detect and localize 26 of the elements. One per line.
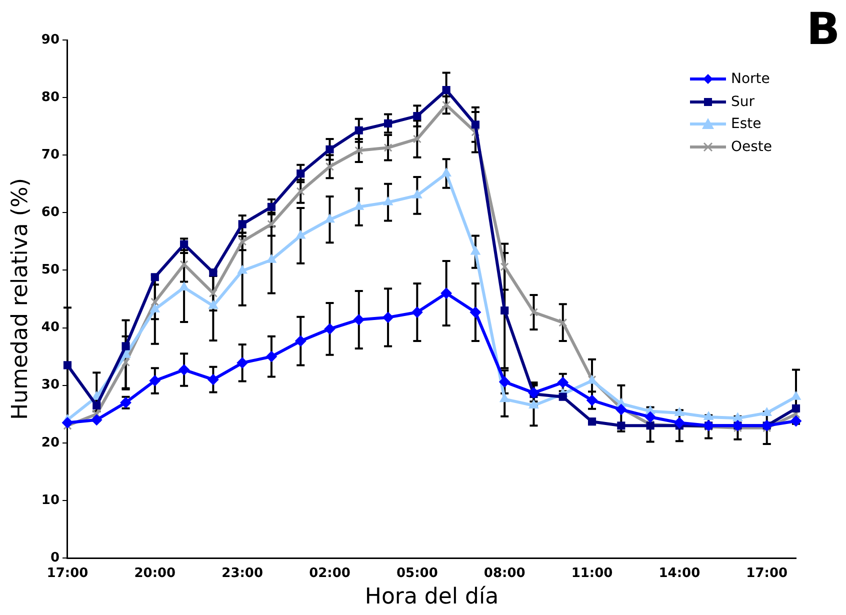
x-tick-label: 17:00 bbox=[46, 566, 88, 582]
y-tick-label: 50 bbox=[41, 262, 60, 278]
y-tick-label: 70 bbox=[41, 147, 60, 162]
x-tick-label: 11:00 bbox=[571, 566, 613, 582]
y-tick-label: 40 bbox=[41, 320, 60, 336]
x-tick-label: 14:00 bbox=[658, 566, 700, 582]
legend-label: Este bbox=[731, 116, 762, 132]
y-tick-label: 90 bbox=[41, 32, 60, 48]
x-tick-label: 20:00 bbox=[134, 566, 176, 582]
legend-label: Sur bbox=[731, 94, 755, 110]
y-tick-label: 0 bbox=[50, 550, 60, 566]
legend-label: Oeste bbox=[731, 138, 772, 155]
y-tick-label: 10 bbox=[41, 492, 60, 508]
x-tick-label: 02:00 bbox=[309, 566, 350, 582]
y-tick-label: 30 bbox=[41, 378, 60, 393]
chart-title: B bbox=[806, 4, 840, 55]
x-tick-label: 23:00 bbox=[222, 566, 264, 582]
x-tick-label: 17:00 bbox=[746, 566, 788, 582]
y-tick-label: 80 bbox=[41, 90, 60, 105]
legend-label: Norte bbox=[731, 71, 770, 88]
x-axis-title: Hora del día bbox=[364, 584, 499, 610]
y-tick-label: 20 bbox=[41, 435, 60, 450]
y-tick-label: 60 bbox=[41, 205, 60, 220]
x-tick-label: 08:00 bbox=[484, 566, 526, 582]
x-tick-label: 05:00 bbox=[396, 566, 438, 582]
y-axis-title: Humedad relativa (%) bbox=[8, 178, 33, 420]
